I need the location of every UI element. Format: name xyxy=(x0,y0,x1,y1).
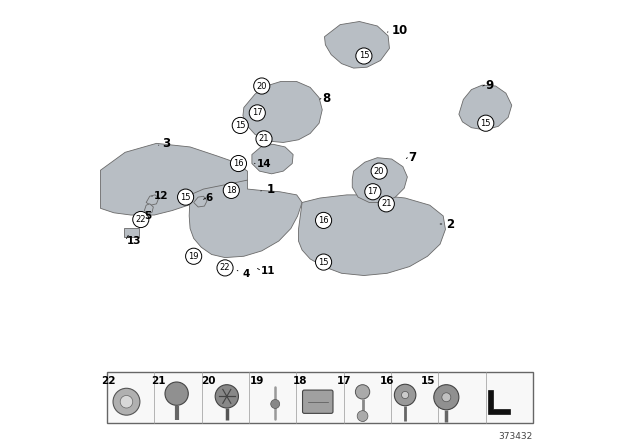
Circle shape xyxy=(356,48,372,64)
Circle shape xyxy=(355,385,370,399)
Text: 373432: 373432 xyxy=(499,432,532,441)
Text: 4: 4 xyxy=(243,269,250,279)
Text: 18: 18 xyxy=(226,186,237,195)
Circle shape xyxy=(442,393,451,402)
Text: 21: 21 xyxy=(381,199,392,208)
Polygon shape xyxy=(243,82,323,142)
Polygon shape xyxy=(194,196,207,207)
Circle shape xyxy=(113,388,140,415)
Circle shape xyxy=(371,163,387,179)
Polygon shape xyxy=(252,144,293,174)
Text: 17: 17 xyxy=(252,108,262,117)
Text: 20: 20 xyxy=(257,82,267,90)
Text: 16: 16 xyxy=(318,216,329,225)
Polygon shape xyxy=(146,195,159,205)
Polygon shape xyxy=(298,195,445,276)
Text: 5: 5 xyxy=(145,211,152,221)
Text: 11: 11 xyxy=(261,266,275,276)
Text: 21: 21 xyxy=(259,134,269,143)
Circle shape xyxy=(316,254,332,270)
Polygon shape xyxy=(459,85,512,130)
Circle shape xyxy=(230,155,246,172)
Text: 8: 8 xyxy=(323,92,330,105)
Polygon shape xyxy=(352,158,407,202)
Circle shape xyxy=(232,117,248,134)
Text: 22: 22 xyxy=(220,263,230,272)
Circle shape xyxy=(357,411,368,422)
Text: 15: 15 xyxy=(481,119,491,128)
Text: 15: 15 xyxy=(235,121,246,130)
Circle shape xyxy=(215,385,239,408)
Text: 9: 9 xyxy=(486,78,494,92)
Text: 6: 6 xyxy=(205,193,213,203)
Circle shape xyxy=(271,400,280,409)
Text: 17: 17 xyxy=(337,376,352,386)
Circle shape xyxy=(365,184,381,200)
Text: 3: 3 xyxy=(163,137,170,150)
Text: 15: 15 xyxy=(318,258,329,267)
Circle shape xyxy=(394,384,416,406)
Polygon shape xyxy=(324,22,389,68)
Circle shape xyxy=(253,78,270,94)
Text: 17: 17 xyxy=(367,187,378,196)
Circle shape xyxy=(120,396,132,408)
Text: 2: 2 xyxy=(446,217,454,231)
Text: 1: 1 xyxy=(266,183,275,197)
Text: 22: 22 xyxy=(136,215,146,224)
Text: 21: 21 xyxy=(152,376,166,386)
Text: 16: 16 xyxy=(380,376,394,386)
Text: 15: 15 xyxy=(180,193,191,202)
Text: 19: 19 xyxy=(188,252,199,261)
Circle shape xyxy=(165,382,188,405)
Circle shape xyxy=(256,131,272,147)
Circle shape xyxy=(316,212,332,228)
Circle shape xyxy=(132,211,149,228)
Polygon shape xyxy=(124,228,138,237)
Circle shape xyxy=(177,189,194,205)
Circle shape xyxy=(217,260,233,276)
Text: 18: 18 xyxy=(292,376,307,386)
Text: 14: 14 xyxy=(257,159,271,168)
Text: 10: 10 xyxy=(392,24,408,37)
Text: 20: 20 xyxy=(202,376,216,386)
Text: 15: 15 xyxy=(358,52,369,60)
Circle shape xyxy=(434,385,459,410)
Text: 15: 15 xyxy=(421,376,436,386)
Circle shape xyxy=(186,248,202,264)
Text: 12: 12 xyxy=(154,191,168,201)
Polygon shape xyxy=(189,180,302,258)
Text: 22: 22 xyxy=(101,376,116,386)
Text: 16: 16 xyxy=(233,159,244,168)
Circle shape xyxy=(378,196,394,212)
FancyBboxPatch shape xyxy=(303,390,333,414)
Text: 7: 7 xyxy=(409,151,417,164)
Polygon shape xyxy=(145,204,154,214)
Text: 19: 19 xyxy=(250,376,264,386)
Polygon shape xyxy=(488,390,511,414)
Circle shape xyxy=(477,115,494,131)
Polygon shape xyxy=(100,143,248,215)
Text: 20: 20 xyxy=(374,167,385,176)
Text: 13: 13 xyxy=(127,236,141,246)
Circle shape xyxy=(249,105,266,121)
Circle shape xyxy=(401,392,409,399)
Circle shape xyxy=(223,182,239,198)
FancyBboxPatch shape xyxy=(107,372,532,423)
